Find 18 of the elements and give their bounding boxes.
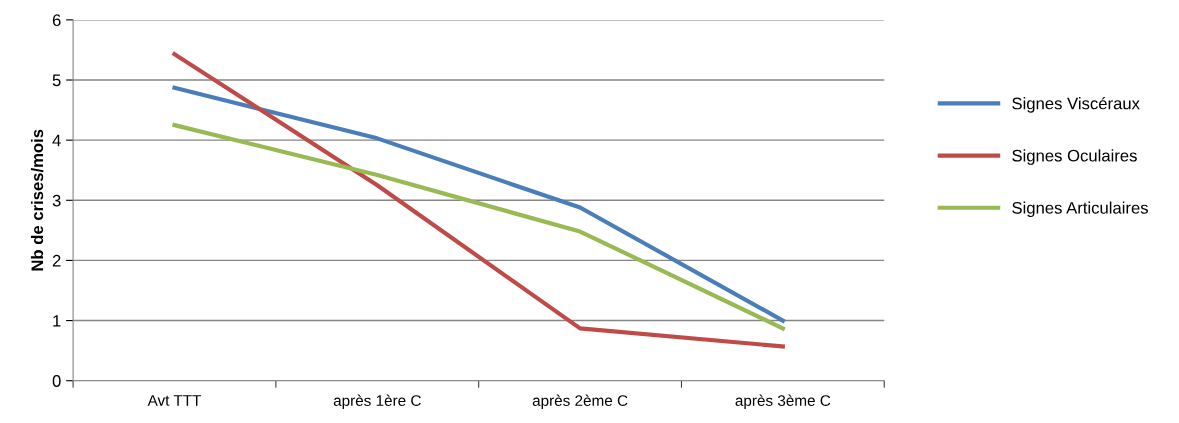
y-tick-label: 3 — [52, 194, 61, 207]
y-tick-label: 1 — [53, 315, 61, 327]
line-series — [172, 52, 785, 349]
line-series — [172, 85, 785, 323]
x-tick-label: après 1ère C — [333, 394, 421, 410]
x-tick-label: Avt TTT — [147, 395, 202, 406]
y-tick-label: 6 — [52, 14, 61, 27]
y-axis-title: Nb de crises/mois — [30, 129, 44, 271]
legend-label: Signes Viscéraux — [1012, 96, 1140, 113]
y-tick-label: 0 — [52, 375, 61, 387]
y-tick-label: 5 — [52, 74, 61, 87]
legend-label: Signes Articulaires — [1012, 201, 1148, 218]
line-series — [172, 123, 785, 331]
x-tick-label: après 2ème C — [532, 394, 628, 410]
legend-label: Signes Oculaires — [1012, 149, 1137, 165]
y-tick-label: 4 — [52, 134, 61, 147]
y-tick-label: 2 — [52, 254, 61, 267]
x-tick-label: après 3ème C — [735, 394, 831, 410]
